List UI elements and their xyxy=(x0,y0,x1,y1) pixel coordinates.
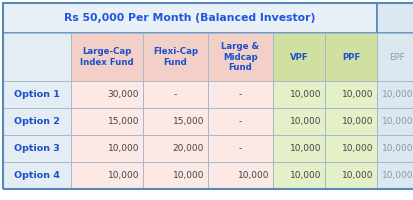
Bar xyxy=(376,33,413,81)
Bar xyxy=(3,33,71,81)
Text: 10,000: 10,000 xyxy=(380,117,412,126)
Text: 10,000: 10,000 xyxy=(237,171,268,180)
Bar xyxy=(324,162,376,189)
Text: -: - xyxy=(238,144,242,153)
Bar xyxy=(207,33,272,81)
Text: 10,000: 10,000 xyxy=(289,144,320,153)
Text: 10,000: 10,000 xyxy=(380,90,412,99)
Text: -: - xyxy=(238,90,242,99)
Text: 10,000: 10,000 xyxy=(380,171,412,180)
Bar xyxy=(142,33,207,81)
Text: Large-Cap
Index Fund: Large-Cap Index Fund xyxy=(80,47,133,67)
Bar xyxy=(142,135,207,162)
Text: Large &
Midcap
Fund: Large & Midcap Fund xyxy=(221,42,259,72)
Bar xyxy=(71,33,142,81)
Bar xyxy=(207,162,272,189)
Bar xyxy=(376,135,413,162)
Text: Rs 50,000 Per Month (Balanced Investor): Rs 50,000 Per Month (Balanced Investor) xyxy=(64,13,315,23)
Text: 10,000: 10,000 xyxy=(341,90,372,99)
Text: PPF: PPF xyxy=(341,52,359,62)
Bar xyxy=(272,108,324,135)
Text: 30,000: 30,000 xyxy=(107,90,139,99)
Bar xyxy=(3,108,71,135)
Bar xyxy=(376,162,413,189)
Bar xyxy=(376,3,413,33)
Bar xyxy=(3,135,71,162)
Bar xyxy=(142,108,207,135)
Bar xyxy=(324,108,376,135)
Bar xyxy=(376,108,413,135)
Text: Option 4: Option 4 xyxy=(14,171,60,180)
Bar xyxy=(272,135,324,162)
Text: EPF: EPF xyxy=(388,52,404,62)
Text: VPF: VPF xyxy=(289,52,308,62)
Bar xyxy=(207,81,272,108)
Bar xyxy=(3,162,71,189)
Bar xyxy=(324,135,376,162)
Bar xyxy=(207,135,272,162)
Text: 10,000: 10,000 xyxy=(341,117,372,126)
Text: -: - xyxy=(173,90,177,99)
Bar xyxy=(376,81,413,108)
Text: 10,000: 10,000 xyxy=(341,171,372,180)
Bar xyxy=(207,108,272,135)
Text: 10,000: 10,000 xyxy=(289,171,320,180)
Text: 15,000: 15,000 xyxy=(172,117,204,126)
Text: 10,000: 10,000 xyxy=(289,90,320,99)
Bar xyxy=(71,135,142,162)
Text: 10,000: 10,000 xyxy=(107,144,139,153)
Text: 10,000: 10,000 xyxy=(172,171,204,180)
Text: Option 2: Option 2 xyxy=(14,117,60,126)
Bar xyxy=(142,162,207,189)
Bar xyxy=(3,3,376,33)
Bar xyxy=(71,108,142,135)
Text: Option 3: Option 3 xyxy=(14,144,60,153)
Bar xyxy=(272,33,324,81)
Text: Option 1: Option 1 xyxy=(14,90,60,99)
Bar xyxy=(324,33,376,81)
Text: 10,000: 10,000 xyxy=(289,117,320,126)
Bar xyxy=(272,81,324,108)
Bar xyxy=(3,81,71,108)
Bar xyxy=(324,81,376,108)
Text: Flexi-Cap
Fund: Flexi-Cap Fund xyxy=(152,47,197,67)
Text: 10,000: 10,000 xyxy=(107,171,139,180)
Bar xyxy=(71,81,142,108)
Text: 10,000: 10,000 xyxy=(341,144,372,153)
Text: 10,000: 10,000 xyxy=(380,144,412,153)
Bar xyxy=(272,162,324,189)
Bar xyxy=(142,81,207,108)
Text: 15,000: 15,000 xyxy=(107,117,139,126)
Text: -: - xyxy=(238,117,242,126)
Text: 20,000: 20,000 xyxy=(172,144,204,153)
Bar xyxy=(71,162,142,189)
